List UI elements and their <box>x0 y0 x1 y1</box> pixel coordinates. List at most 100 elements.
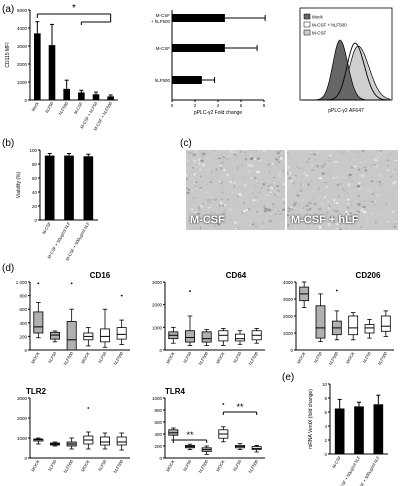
micrograph-cell <box>293 227 297 230</box>
a2-bar-0 <box>172 14 225 22</box>
micrograph-cell <box>341 193 344 195</box>
micrograph-cell <box>348 177 351 179</box>
a1-y-tick-label-3: 3000 <box>17 44 28 49</box>
micrograph-cell <box>233 185 235 188</box>
micrograph-cell <box>320 165 325 168</box>
d4-box-5 <box>116 436 127 446</box>
d2-x-tick-label-0: MOCK <box>165 351 176 365</box>
micrograph-cell <box>357 195 361 197</box>
micrograph-cell <box>223 168 226 172</box>
micrograph-cell <box>233 151 237 154</box>
micrograph-cell <box>205 168 208 171</box>
micrograph-cell <box>260 187 263 189</box>
micrograph-cell <box>242 177 246 179</box>
micrograph-cell <box>237 195 239 198</box>
micrograph-cell <box>210 199 213 201</box>
micrograph-cell <box>361 194 365 196</box>
micrograph-cell <box>260 201 262 203</box>
d3-box-3 <box>348 315 359 336</box>
micrograph-cell <box>212 176 215 179</box>
b-y-tick-label-1: 20 <box>32 204 38 209</box>
d1-box-5 <box>116 327 127 340</box>
micrograph-cell <box>215 154 218 157</box>
micrograph-cell <box>198 168 202 171</box>
a1-bar-2 <box>63 88 70 100</box>
micrograph-cell <box>229 207 232 211</box>
micrograph-cell <box>328 207 330 210</box>
micrograph-cell <box>394 224 396 227</box>
micrograph-cell <box>382 227 385 230</box>
micrograph-cell <box>307 183 310 186</box>
micrograph-cell <box>386 221 390 223</box>
micrograph-cell <box>252 199 256 202</box>
micrograph-cell <box>277 210 280 213</box>
micrograph-cell <box>333 209 335 212</box>
micrograph-cell <box>362 205 366 208</box>
micrograph-cell <box>287 207 291 210</box>
b-y-tick-label-0: 0 <box>34 218 37 223</box>
micrograph-mcsf-hlf-label: M-CSF + hLF <box>291 214 359 226</box>
micrograph-cell <box>291 175 296 179</box>
micrograph-cell <box>235 228 237 230</box>
micrograph-cell <box>200 156 204 159</box>
micrograph-cell <box>345 227 347 230</box>
d5-x-tick-label-1: hLF50 <box>182 458 193 471</box>
micrograph-cell <box>343 176 347 178</box>
micrograph-cell <box>212 211 216 214</box>
micrograph-cell <box>192 153 196 157</box>
d2-box-3 <box>218 330 229 342</box>
micrograph-cell <box>316 226 319 230</box>
micrograph-cell <box>275 158 279 161</box>
d5-x-tick-label-0: MOCK <box>165 459 176 473</box>
micrograph-cell <box>390 174 393 176</box>
e-y-tick-label-1: 2 <box>324 438 327 443</box>
micrograph-cell <box>305 204 309 207</box>
micrograph-cell <box>241 164 243 166</box>
micrograph-cell <box>369 164 373 166</box>
micrograph-cell <box>200 159 204 162</box>
d3-y-tick-label-1: 1000 <box>283 331 294 336</box>
micrograph-cell <box>334 209 339 213</box>
a1-bar-1 <box>48 45 56 100</box>
d1-box-4 <box>100 328 110 343</box>
micrograph-cell <box>290 208 294 211</box>
micrograph-cell <box>229 225 231 228</box>
micrograph-cell <box>221 191 224 194</box>
micrograph-cell <box>389 175 393 177</box>
micrograph-cell <box>217 223 220 226</box>
micrograph-cell <box>309 151 312 153</box>
d3-box-4 <box>364 324 375 334</box>
micrograph-cell <box>349 191 352 193</box>
micrograph-cell <box>258 208 261 210</box>
a3-hist-mcsf-hlf <box>302 42 391 101</box>
micrograph-cell <box>371 200 374 203</box>
micrograph-cell <box>234 199 237 202</box>
micrograph-cell <box>280 157 283 160</box>
micrograph-cell <box>346 206 350 209</box>
micrograph-cell <box>347 203 350 205</box>
a1-bar-0 <box>34 33 41 100</box>
micrograph-cell <box>254 185 258 187</box>
micrograph-cell <box>330 216 335 218</box>
d2-y-tick-label-2: 2000 <box>152 303 163 308</box>
micrograph-cell <box>263 205 266 208</box>
micrograph-cell <box>301 209 303 211</box>
micrograph-cell <box>250 165 255 168</box>
micrograph-cell <box>370 180 374 183</box>
micrograph-cell <box>325 194 329 198</box>
micrograph-cell <box>230 218 233 221</box>
d3-box-1 <box>315 305 326 339</box>
d2-box-1 <box>185 330 195 343</box>
micrograph-cell <box>312 197 315 201</box>
micrograph-cell <box>358 182 361 185</box>
a1-y-tick-label-1: 1000 <box>17 80 28 85</box>
micrograph-cell <box>377 156 380 159</box>
micrograph-cell <box>272 206 275 209</box>
d4-title: TLR2 <box>26 387 47 396</box>
micrograph-cell <box>362 200 366 202</box>
micrograph-cell <box>208 202 211 205</box>
micrograph-cell <box>380 214 383 216</box>
micrograph-cell <box>335 227 340 230</box>
micrograph-cell <box>326 197 329 199</box>
micrograph-cell <box>293 174 298 177</box>
